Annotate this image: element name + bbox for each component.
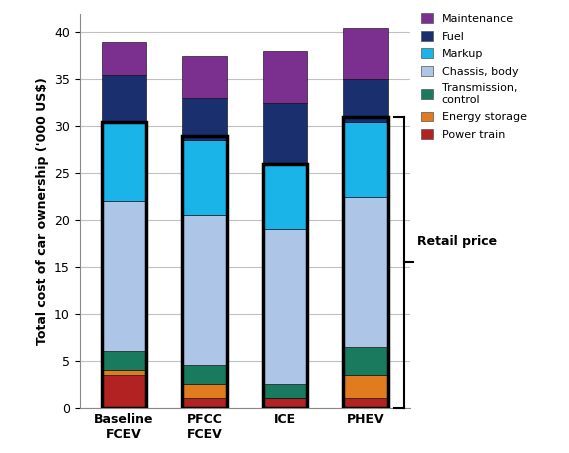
Bar (102, 121, 146, 408)
Bar (182, 140, 226, 215)
Bar (182, 366, 226, 384)
Bar (102, 370, 146, 375)
Bar (263, 229, 307, 384)
Bar (102, 121, 146, 201)
Bar (263, 384, 307, 398)
Legend: Maintenance, Fuel, Markup, Chassis, body, Transmission,
control, Energy storage,: Maintenance, Fuel, Markup, Chassis, body… (419, 11, 529, 142)
Bar (182, 135, 226, 408)
Bar (102, 375, 146, 408)
Bar (343, 121, 387, 197)
Y-axis label: Total cost of car ownership ('000 US$): Total cost of car ownership ('000 US$) (35, 77, 48, 345)
Bar (343, 28, 387, 79)
Bar (343, 375, 387, 398)
Bar (263, 164, 307, 229)
Bar (343, 197, 387, 347)
Bar (263, 164, 307, 408)
Text: Retail price: Retail price (417, 235, 497, 248)
Bar (343, 347, 387, 375)
Bar (343, 398, 387, 408)
Bar (182, 384, 226, 398)
Bar (182, 56, 226, 98)
Bar (343, 117, 387, 408)
Bar (102, 75, 146, 121)
Bar (343, 79, 387, 121)
Bar (102, 352, 146, 370)
Bar (263, 103, 307, 164)
Bar (263, 398, 307, 408)
Bar (102, 201, 146, 352)
Bar (182, 215, 226, 366)
Bar (182, 98, 226, 140)
Bar (263, 51, 307, 103)
Bar (102, 42, 146, 75)
Bar (182, 398, 226, 408)
